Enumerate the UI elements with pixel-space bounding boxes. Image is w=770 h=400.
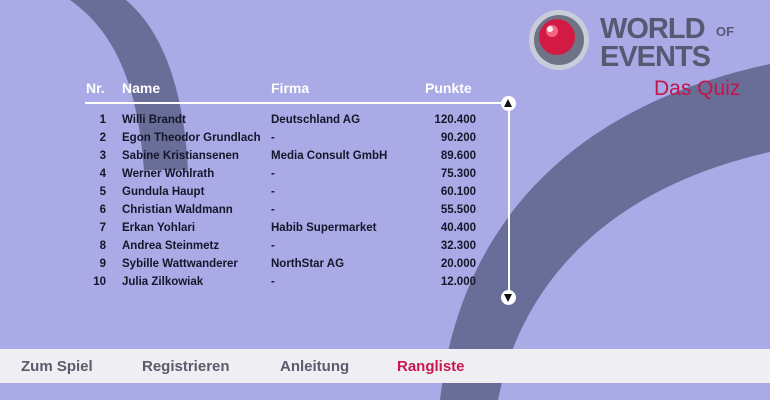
header-divider — [85, 102, 501, 104]
nav-anleitung[interactable]: Anleitung — [280, 358, 350, 375]
rank-cell: 1 — [99, 114, 106, 126]
table-row: 7 Erkan Yohlari Habib Supermarket 40.400 — [0, 222, 500, 240]
name-cell: Egon Theodor Grundlach — [122, 132, 261, 144]
arrow-up-icon — [504, 99, 512, 107]
company-cell: Media Consult GmbH — [271, 150, 388, 162]
table-row: 5 Gundula Haupt - 60.100 — [0, 186, 500, 204]
table-row: 6 Christian Waldmann - 55.500 — [0, 204, 500, 222]
points-cell: 12.000 — [440, 276, 476, 288]
points-cell: 75.300 — [440, 168, 476, 180]
company-cell: - — [271, 240, 275, 252]
background-arc-right — [440, 64, 770, 400]
name-cell: Christian Waldmann — [122, 204, 233, 216]
background-arc-left — [70, 0, 188, 170]
table-row: 1 Willi Brandt Deutschland AG 120.400 — [0, 114, 500, 132]
company-cell: - — [271, 168, 275, 180]
points-cell: 40.400 — [440, 222, 476, 234]
name-cell: Gundula Haupt — [122, 186, 205, 198]
table-row: 4 Werner Wohlrath - 75.300 — [0, 168, 500, 186]
rank-cell: 6 — [99, 204, 106, 216]
bottom-navigation — [0, 349, 770, 383]
points-cell: 32.300 — [440, 240, 476, 252]
table-row: 2 Egon Theodor Grundlach - 90.200 — [0, 132, 500, 150]
name-cell: Werner Wohlrath — [122, 168, 215, 180]
points-cell: 20.000 — [440, 258, 476, 270]
company-cell: NorthStar AG — [271, 258, 345, 270]
company-cell: Habib Supermarket — [271, 222, 377, 234]
name-cell: Willi Brandt — [122, 114, 186, 126]
app-subtitle: Das Quiz — [654, 77, 741, 100]
rank-cell: 4 — [99, 168, 106, 180]
company-cell: Deutschland AG — [271, 114, 361, 126]
column-header-nr: Nr. — [86, 80, 105, 96]
points-cell: 60.100 — [440, 186, 476, 198]
points-cell: 90.200 — [440, 132, 476, 144]
nav-rangliste[interactable]: Rangliste — [397, 358, 465, 375]
nav-registrieren[interactable]: Registrieren — [142, 358, 230, 375]
scroll-down-button[interactable] — [501, 290, 516, 305]
name-cell: Sabine Kristiansenen — [122, 150, 239, 162]
name-cell: Andrea Steinmetz — [122, 240, 220, 252]
rank-cell: 9 — [99, 258, 106, 270]
name-cell: Erkan Yohlari — [122, 222, 196, 234]
rank-cell: 7 — [99, 222, 106, 234]
scroll-up-button[interactable] — [501, 96, 516, 111]
logo-word-world: WORLD — [600, 13, 706, 45]
scroll-track[interactable] — [508, 108, 510, 294]
logo-globe-icon — [529, 10, 589, 70]
table-row: 9 Sybille Wattwanderer NorthStar AG 20.000 — [0, 258, 500, 276]
company-cell: - — [271, 276, 275, 288]
logo-word-of: OF — [716, 24, 735, 39]
name-cell: Sybille Wattwanderer — [122, 258, 238, 270]
rank-cell: 2 — [99, 132, 106, 144]
company-cell: - — [271, 204, 275, 216]
rank-cell: 10 — [93, 276, 106, 288]
logo-word-events: EVENTS — [600, 41, 711, 73]
column-header-name: Name — [122, 80, 161, 96]
company-cell: - — [271, 186, 275, 198]
name-cell: Julia Zilkowiak — [122, 276, 204, 288]
points-cell: 55.500 — [440, 204, 476, 216]
rank-cell: 5 — [99, 186, 106, 198]
arrow-down-icon — [504, 294, 512, 302]
points-cell: 89.600 — [440, 150, 476, 162]
nav-zum-spiel[interactable]: Zum Spiel — [21, 358, 93, 375]
table-row: 3 Sabine Kristiansenen Media Consult GmbH 8… — [0, 150, 500, 168]
points-cell: 120.400 — [434, 114, 476, 126]
table-row: 10 Julia Zilkowiak - 12.000 — [0, 276, 500, 294]
rank-cell: 8 — [99, 240, 106, 252]
rank-cell: 3 — [99, 150, 106, 162]
column-header-firma: Firma — [271, 80, 310, 96]
world-of-events-logo: WORLD OF EVENTS Das Quiz — [526, 6, 766, 106]
table-row: 8 Andrea Steinmetz - 32.300 — [0, 240, 500, 258]
column-header-punkte: Punkte — [425, 80, 472, 96]
company-cell: - — [271, 132, 275, 144]
